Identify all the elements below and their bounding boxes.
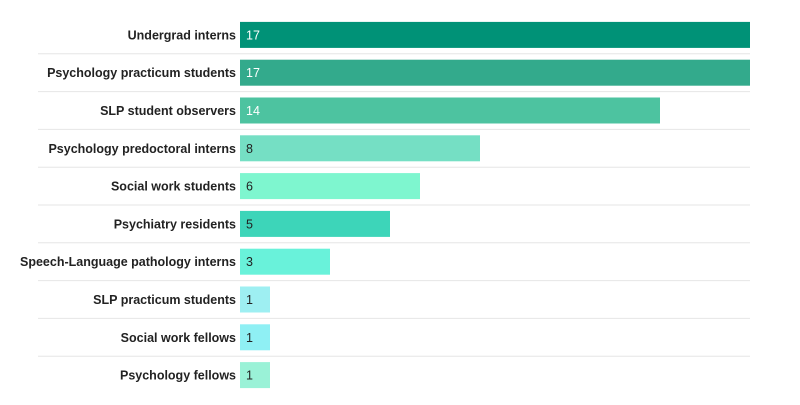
bar-value-label: 1 xyxy=(246,331,253,345)
bar xyxy=(240,59,750,86)
bar-value-label: 17 xyxy=(246,28,260,42)
bar-value-label: 6 xyxy=(246,180,253,194)
bar xyxy=(240,97,660,124)
category-label: Psychology fellows xyxy=(120,369,236,383)
bar-value-label: 14 xyxy=(246,104,260,118)
bar xyxy=(240,248,330,275)
category-label: SLP student observers xyxy=(100,104,236,118)
bar xyxy=(240,362,270,389)
bar xyxy=(240,173,420,200)
category-label: Undergrad interns xyxy=(128,28,236,42)
bar-value-label: 1 xyxy=(246,369,253,383)
bar xyxy=(240,135,480,162)
category-label: Social work fellows xyxy=(121,331,236,345)
bar-value-label: 17 xyxy=(246,66,260,80)
bar-value-label: 3 xyxy=(246,255,253,269)
bar-value-label: 1 xyxy=(246,293,253,307)
category-label: Speech-Language pathology interns xyxy=(20,255,236,269)
category-label: Social work students xyxy=(111,180,236,194)
category-label: Psychology practicum students xyxy=(47,66,236,80)
bar xyxy=(240,324,270,351)
category-label: SLP practicum students xyxy=(93,293,236,307)
category-label: Psychology predoctoral interns xyxy=(48,142,236,156)
bar xyxy=(240,21,750,48)
bar xyxy=(240,286,270,313)
category-label: Psychiatry residents xyxy=(114,217,236,231)
bar xyxy=(240,210,390,237)
bar-value-label: 8 xyxy=(246,142,253,156)
bar-value-label: 5 xyxy=(246,217,253,231)
